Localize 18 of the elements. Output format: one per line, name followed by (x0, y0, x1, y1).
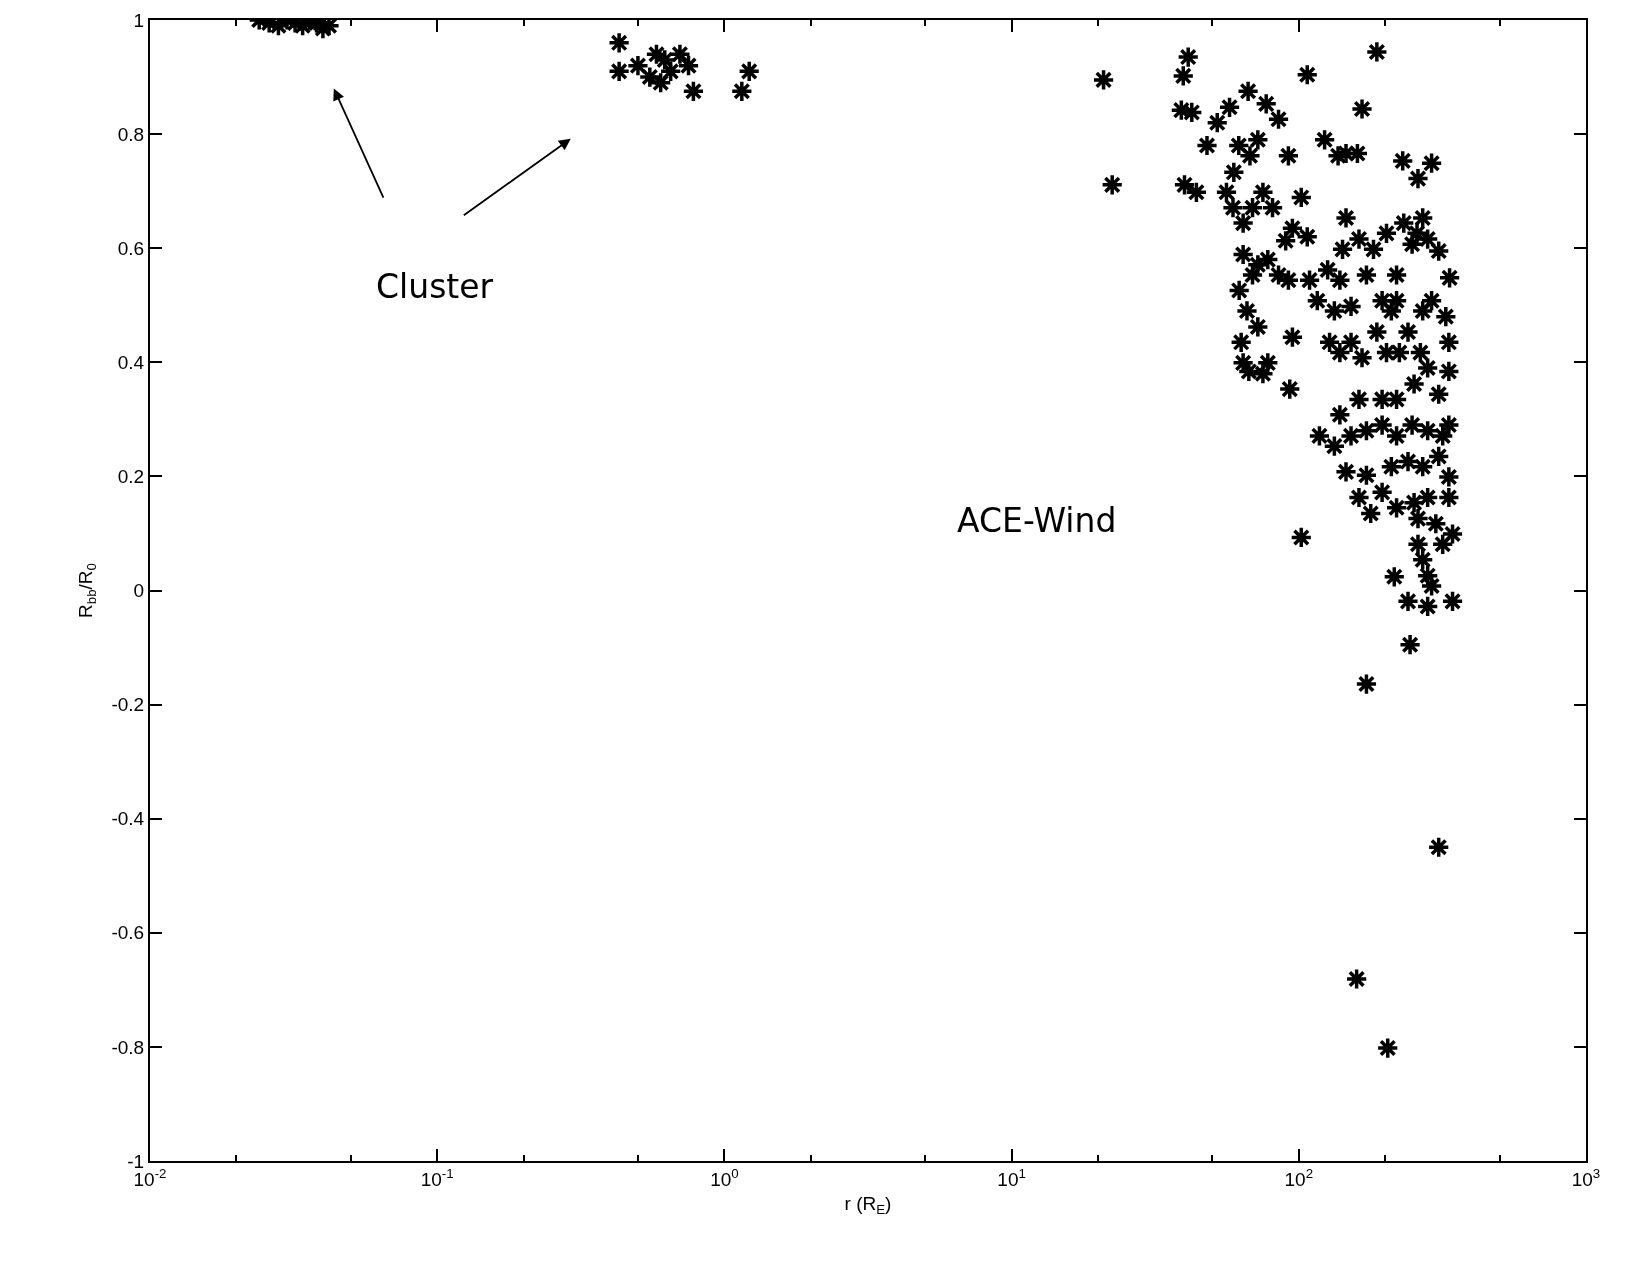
y-tick-label: 0.8 (117, 123, 145, 145)
y-tick-label: 1 (133, 9, 145, 31)
y-tick-label: -0.8 (111, 1036, 145, 1058)
y-tick-label: 0.2 (117, 466, 145, 488)
y-tick-label: 0 (133, 580, 145, 602)
y-tick-label: -0.2 (111, 694, 145, 716)
x-tick-label: 10$^{0}$ (710, 1165, 739, 1190)
x-tick-label: 10$^{1}$ (997, 1165, 1026, 1190)
x-tick-label: 10$^{3}$ (1571, 1165, 1601, 1190)
annotation: ACE-Wind (957, 501, 1117, 540)
x-axis-title: r (R$_{E}$) (844, 1193, 892, 1218)
y-tick-label: 0.4 (117, 351, 145, 373)
x-tick-label: 10$^{2}$ (1284, 1165, 1314, 1190)
y-tick-label: 0.6 (117, 237, 145, 259)
y-tick-label: -0.4 (111, 808, 145, 830)
y-tick-label: -0.6 (111, 922, 145, 944)
x-tick-label: 10$^{-1}$ (420, 1165, 454, 1190)
annotation: Cluster (376, 267, 494, 306)
